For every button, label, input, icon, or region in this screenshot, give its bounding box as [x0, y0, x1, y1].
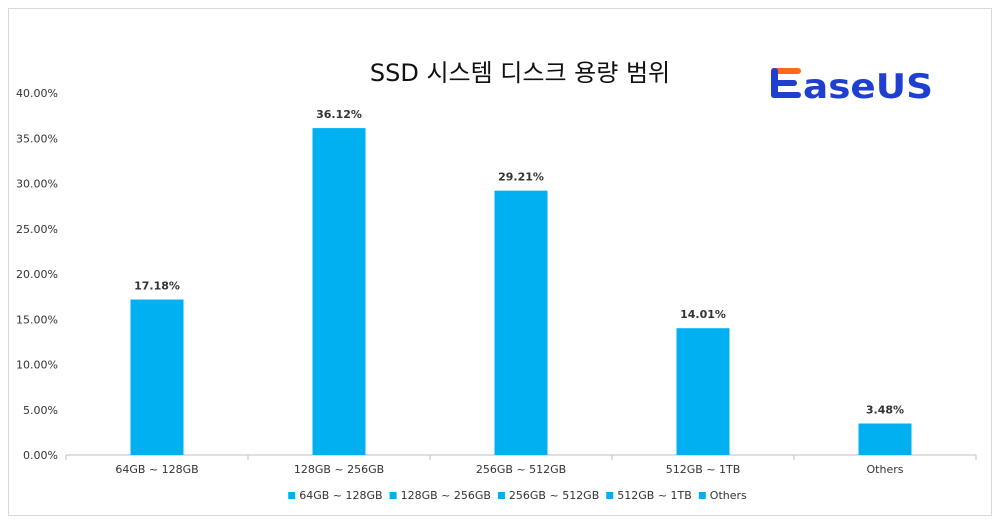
logo-e-top-stroke: [771, 68, 801, 74]
legend-swatch: [389, 492, 397, 499]
y-tick-label: 5.00%: [23, 404, 58, 417]
y-tick-label: 35.00%: [16, 132, 58, 145]
bar-5: [858, 423, 912, 455]
legend-swatch: [497, 492, 505, 499]
y-tick-label: 15.00%: [16, 313, 58, 326]
x-tick-label: 128GB ~ 256GB: [294, 463, 384, 476]
legend-swatch: [288, 492, 296, 499]
easeus-logo: aseUS: [771, 67, 933, 107]
axes: 0.00% 5.00% 10.00% 15.00% 20.00% 25.00% 30.00%…: [16, 87, 977, 476]
legend-swatch: [606, 492, 614, 499]
legend-item: 128GB ~ 256GB: [389, 489, 491, 502]
x-tick-label: 512GB ~ 1TB: [666, 463, 741, 476]
bars: [130, 128, 912, 455]
data-label-5: 3.48%: [866, 404, 904, 417]
data-labels: 17.18% 36.12% 29.21% 14.01% 3.48%: [134, 108, 904, 416]
y-tick-label: 10.00%: [16, 359, 58, 372]
y-tick-label: 40.00%: [16, 87, 58, 100]
x-tick-label: 256GB ~ 512GB: [476, 463, 566, 476]
y-tick-label: 0.00%: [23, 449, 58, 462]
legend-label: Others: [710, 489, 747, 502]
legend-label: 256GB ~ 512GB: [509, 489, 599, 502]
legend-item: 64GB ~ 128GB: [288, 489, 383, 502]
y-tick-label: 30.00%: [16, 178, 58, 191]
logo-e-spine: [771, 68, 778, 98]
legend-label: 128GB ~ 256GB: [401, 489, 491, 502]
legend-item: 512GB ~ 1TB: [606, 489, 692, 502]
y-tick-label: 20.00%: [16, 268, 58, 281]
data-label-3: 29.21%: [498, 171, 544, 184]
x-tick-label: Others: [867, 463, 904, 476]
logo-e-bottom-stroke: [771, 92, 801, 98]
legend-item: Others: [698, 489, 747, 502]
bar-3: [494, 190, 548, 455]
chart-title: SSD 시스템 디스크 용량 범위: [370, 59, 670, 87]
bar-1: [130, 299, 184, 455]
x-tick-label: 64GB ~ 128GB: [115, 463, 198, 476]
bar-4: [676, 328, 730, 455]
legend-label: 512GB ~ 1TB: [617, 489, 692, 502]
logo-wordmark: aseUS: [803, 67, 933, 107]
data-label-1: 17.18%: [134, 280, 180, 293]
bar-2: [312, 128, 366, 455]
legend-item: 256GB ~ 512GB: [497, 489, 599, 502]
data-label-2: 36.12%: [316, 108, 362, 121]
y-tick-label: 25.00%: [16, 223, 58, 236]
legend: 64GB ~ 128GB 128GB ~ 256GB 256GB ~ 512GB 51…: [288, 489, 747, 502]
data-label-4: 14.01%: [680, 308, 726, 321]
legend-swatch: [698, 492, 706, 499]
legend-label: 64GB ~ 128GB: [299, 489, 382, 502]
